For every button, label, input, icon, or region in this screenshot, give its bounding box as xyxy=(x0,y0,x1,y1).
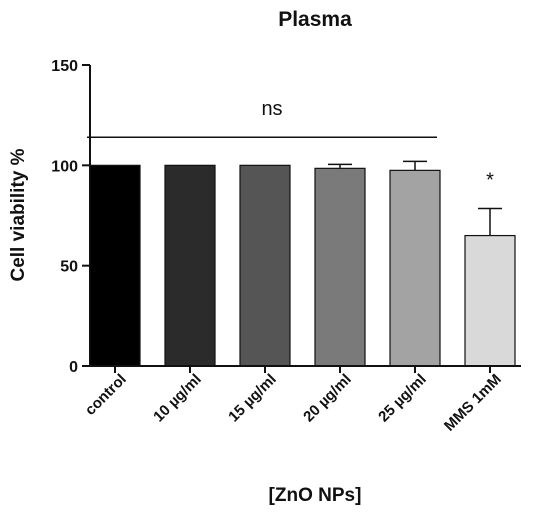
category-label: 20 µg/ml xyxy=(300,371,355,426)
bar xyxy=(239,164,291,367)
x-axis-title: [ZnO NPs] xyxy=(269,485,362,506)
bar xyxy=(464,234,516,367)
y-tick-label: 100 xyxy=(51,158,78,175)
y-tick-label: 0 xyxy=(69,359,78,376)
ns-label: ns xyxy=(261,98,282,120)
plot-area: 0 50 100 150 control 10 µg/ml 15 µg/ml 20 µg/ml… xyxy=(51,58,521,435)
category-label: 15 µg/ml xyxy=(225,371,280,426)
category-label: 10 µg/ml xyxy=(150,371,205,426)
bar xyxy=(314,167,366,367)
category-label: 25 µg/ml xyxy=(375,371,430,426)
chart-title: Plasma xyxy=(278,8,352,31)
y-tick-label: 150 xyxy=(51,58,78,75)
bar xyxy=(89,164,141,367)
category-label: MMS 1mM xyxy=(441,371,505,435)
bar xyxy=(389,169,441,367)
category-label: control xyxy=(82,371,130,419)
y-axis-title: Cell viability % xyxy=(8,148,29,281)
bar xyxy=(164,164,216,367)
y-tick-label: 50 xyxy=(60,259,78,276)
significance-marker: * xyxy=(486,169,494,191)
